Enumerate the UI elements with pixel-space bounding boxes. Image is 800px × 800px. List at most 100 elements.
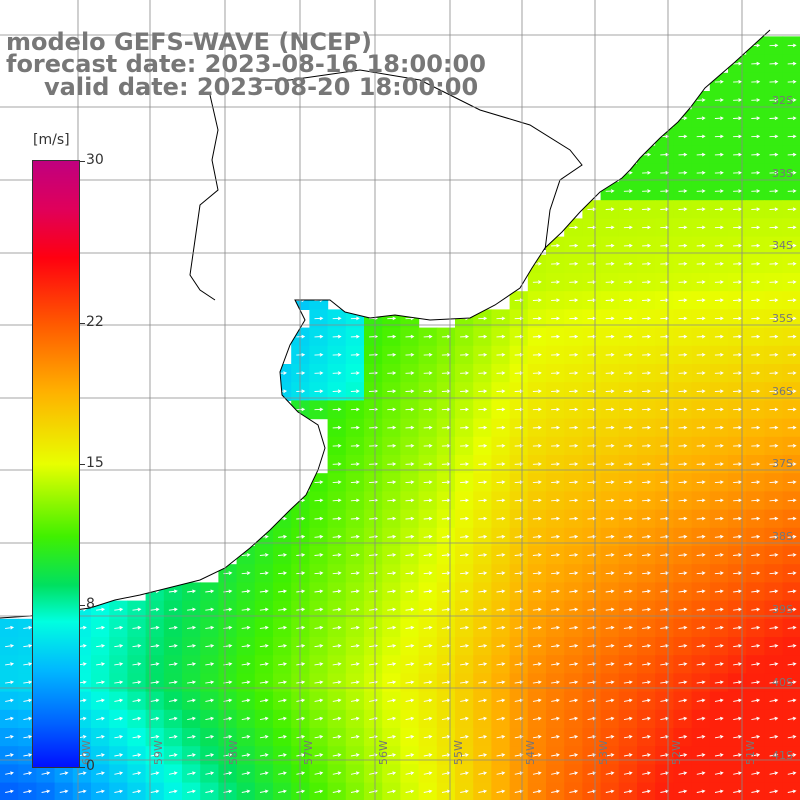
wind-arrow — [623, 298, 633, 303]
wind-arrow — [332, 534, 342, 539]
wind-arrow — [678, 498, 688, 503]
wind-arrow — [623, 571, 633, 575]
wind-arrow — [605, 389, 615, 394]
wind-arrow — [696, 716, 706, 721]
wind-arrow — [587, 352, 597, 357]
wind-arrow — [751, 589, 761, 594]
wind-arrow — [5, 789, 14, 794]
wind-arrow — [241, 644, 251, 648]
wind-arrow — [696, 789, 706, 794]
wind-arrow — [733, 480, 743, 484]
wind-arrow — [642, 753, 651, 757]
wind-arrow — [532, 607, 542, 612]
wind-arrow — [332, 789, 342, 794]
wind-arrow — [314, 753, 324, 757]
wind-arrow — [642, 662, 652, 666]
wind-arrow — [733, 152, 743, 157]
wind-arrow — [678, 662, 688, 666]
wind-arrow — [714, 607, 724, 612]
wind-arrow — [696, 134, 706, 139]
wind-arrow — [678, 170, 688, 175]
wind-arrow — [532, 680, 542, 685]
wind-arrow — [332, 371, 342, 375]
wind-arrow — [23, 625, 33, 630]
wind-arrow — [405, 462, 415, 466]
wind-arrow — [769, 371, 779, 375]
wind-arrow — [678, 207, 688, 212]
wind-arrow — [714, 753, 724, 757]
wind-arrow — [787, 407, 797, 412]
wind-arrow — [460, 480, 470, 484]
wind-arrow — [514, 716, 524, 721]
wind-arrow — [332, 443, 342, 448]
wind-arrow — [168, 771, 178, 775]
wind-arrow — [314, 389, 324, 394]
wind-arrow — [496, 462, 506, 466]
wind-arrow — [387, 407, 397, 412]
wind-arrow — [168, 698, 178, 703]
wind-arrow — [187, 734, 196, 739]
wind-arrow — [642, 771, 651, 775]
wind-arrow — [387, 662, 397, 666]
wind-arrow — [405, 607, 415, 612]
wind-arrow — [587, 425, 597, 430]
colorbar-unit: [m/s] — [33, 132, 70, 148]
wind-arrow — [751, 480, 761, 484]
wind-arrow — [769, 243, 779, 248]
wind-arrow — [532, 716, 542, 721]
lat-label: 38S — [772, 530, 793, 543]
wind-arrow — [678, 425, 688, 430]
land-area — [0, 0, 800, 618]
wind-arrow — [187, 789, 196, 794]
wind-arrow — [405, 625, 415, 630]
wind-arrow — [678, 753, 688, 757]
wind-arrow — [751, 170, 761, 175]
wind-arrow — [569, 644, 579, 648]
wind-arrow — [496, 571, 506, 575]
wind-arrow — [423, 480, 433, 484]
wind-arrow — [696, 170, 706, 175]
wind-arrow — [678, 480, 688, 484]
wind-arrow — [132, 698, 142, 703]
wind-arrow — [514, 443, 524, 448]
wind-arrow — [551, 352, 561, 357]
wind-arrow — [623, 553, 633, 557]
wind-arrow — [587, 443, 597, 448]
wind-arrow — [678, 734, 688, 739]
wind-arrow — [496, 425, 506, 430]
wind-arrow — [623, 225, 633, 230]
wind-arrow — [405, 498, 415, 503]
wind-arrow — [405, 698, 415, 703]
wind-arrow — [623, 589, 633, 594]
wind-arrow — [678, 571, 688, 575]
wind-arrow — [350, 352, 360, 357]
wind-arrow — [551, 771, 560, 775]
wind-arrow — [587, 261, 597, 266]
wind-arrow — [696, 371, 706, 375]
wind-arrow — [514, 553, 524, 557]
wind-arrow — [478, 462, 488, 466]
wind-arrow — [478, 352, 488, 357]
wind-arrow — [569, 407, 579, 412]
wind-arrow — [150, 771, 160, 775]
wind-arrow — [205, 680, 215, 685]
wind-arrow — [623, 443, 633, 448]
wind-arrow — [642, 734, 651, 739]
wind-arrow — [605, 443, 615, 448]
wind-arrow — [514, 462, 524, 466]
wind-arrow — [114, 644, 124, 648]
wind-arrow — [350, 753, 360, 757]
wind-arrow — [769, 170, 779, 175]
wind-arrow — [496, 607, 506, 612]
wind-arrow — [587, 589, 597, 594]
wind-arrow — [696, 225, 706, 230]
wind-arrow — [241, 698, 251, 703]
wind-arrow — [678, 589, 688, 594]
wind-arrow — [259, 789, 269, 794]
wind-arrow — [460, 334, 470, 339]
wind-arrow — [241, 589, 251, 594]
wind-arrow — [332, 516, 342, 521]
wind-arrow — [787, 771, 797, 775]
wind-arrow — [23, 734, 33, 739]
wind-arrow — [751, 298, 761, 303]
